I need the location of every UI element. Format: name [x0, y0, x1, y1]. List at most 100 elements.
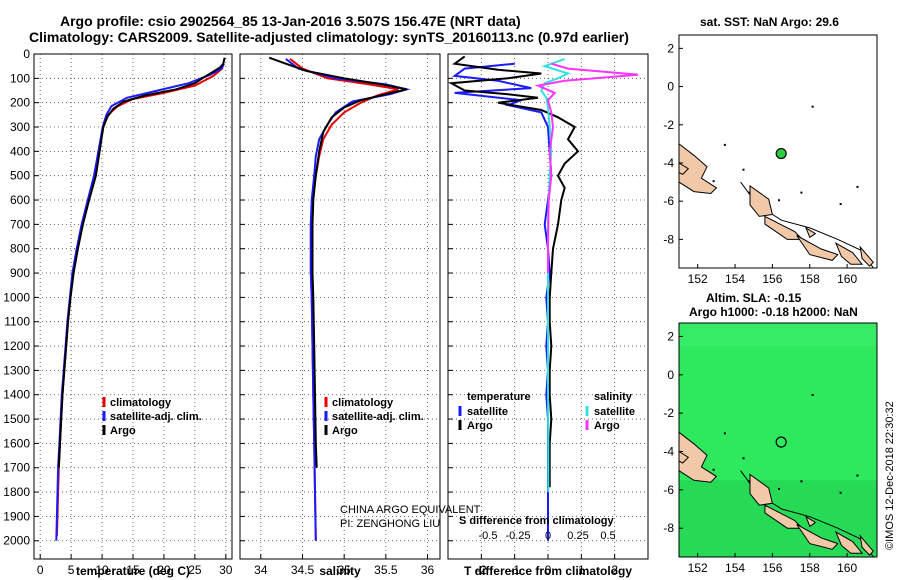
title-line-1: Argo profile: csio 2902564_85 13-Jan-201… [60, 13, 521, 29]
map-x-tick-label: 152 [688, 561, 708, 575]
land-polygon [804, 226, 817, 239]
y-tick-label: 300 [10, 120, 30, 134]
legend-label: satellite-adj. clim. [332, 411, 424, 423]
land-polygon [796, 523, 839, 550]
map-title-sla-line2: Argo h1000: -0.18 h2000: NaN [689, 305, 858, 319]
islet [778, 199, 780, 202]
land-polygon [678, 431, 718, 483]
y-tick-label: 1800 [3, 485, 30, 499]
legend-label: Argo [332, 425, 358, 437]
x-tick-label: 0 [37, 563, 44, 577]
series-line-climatology [55, 63, 225, 536]
land-polygon [804, 515, 817, 528]
map-title-sla-line1: Altim. SLA: -0.15 [706, 291, 802, 305]
x-axis-label: temperature (deg C) [76, 564, 190, 578]
map-x-tick-label: 154 [725, 272, 745, 286]
series-line-satellite-adj-clim- [55, 63, 225, 541]
islet [723, 143, 726, 146]
islet [748, 191, 751, 194]
x-tick-label: 1 [578, 563, 585, 577]
legend-label: satellite [467, 406, 508, 418]
series-line-t-argo [447, 55, 580, 488]
x-tick-label: 10 [95, 563, 109, 577]
islet [856, 185, 859, 188]
map-y-tick-label: -2 [663, 118, 674, 132]
islet [742, 457, 745, 460]
annotation-line-1: CHINA ARGO EQUIVALENT [340, 504, 481, 516]
map-x-tick-label: 160 [837, 561, 857, 575]
y-tick-label: 0 [23, 47, 30, 61]
land-polygon [764, 504, 804, 529]
series-line-climatology [289, 58, 399, 541]
series-line-s-satellite [540, 57, 571, 493]
x-tick-label: 25 [188, 563, 202, 577]
panel-frame-salinity [239, 53, 441, 560]
x-tick-label: 20 [157, 563, 171, 577]
map-frame-sst_map [678, 34, 878, 269]
legend-label: Argo [110, 425, 136, 437]
legend-label: climatology [332, 397, 394, 409]
y-tick-label: 200 [10, 96, 30, 110]
y-tick-label: 600 [10, 193, 30, 207]
islet [839, 203, 842, 206]
map-y-tick-label: -8 [663, 232, 674, 246]
series-line-argo [268, 56, 407, 468]
x-tick-label: 34.5 [291, 563, 315, 577]
y-tick-label: 1400 [3, 388, 30, 402]
y-tick-label: 1700 [3, 461, 30, 475]
top-tick-label: 0 [545, 530, 551, 542]
series-line-satellite-adj-clim- [285, 58, 411, 541]
map-y-tick-label: -8 [663, 521, 674, 535]
map-y-tick-label: -4 [663, 156, 674, 170]
x-tick-label: 36 [421, 563, 435, 577]
map-x-tick-label: 154 [725, 561, 745, 575]
map-frame-sla_map [678, 322, 878, 558]
y-tick-label: 1100 [4, 315, 30, 329]
map-y-tick-label: -6 [663, 483, 674, 497]
y-tick-label: 1500 [3, 412, 30, 426]
map-x-tick-label: 156 [762, 561, 782, 575]
map-title-sst: sat. SST: NaN Argo: 29.6 [700, 15, 839, 29]
float-position-marker [775, 436, 787, 448]
y-tick-label: 1300 [3, 363, 30, 377]
y-tick-label: 700 [10, 217, 30, 231]
y-tick-label: 800 [10, 242, 30, 256]
islet [856, 474, 859, 477]
legend-label: satellite [594, 406, 635, 418]
legend-label: Argo [467, 420, 493, 432]
x-tick-label: 35 [337, 563, 351, 577]
islet [712, 468, 715, 471]
land-polygon [796, 235, 839, 261]
x-tick-label: 0 [545, 563, 552, 577]
legend-label: climatology [110, 397, 172, 409]
top-tick-label: -0.25 [505, 530, 530, 542]
x-axis-label: salinity [319, 564, 361, 578]
y-tick-label: 1600 [3, 436, 30, 450]
map-x-tick-label: 156 [762, 272, 782, 286]
x-tick-label: -2 [476, 563, 487, 577]
islet [742, 168, 745, 171]
top-tick-label: 0.5 [600, 530, 615, 542]
map-y-tick-label: 0 [667, 80, 674, 94]
islet [778, 487, 780, 490]
x-tick-label: 2 [611, 563, 618, 577]
land-polygon [749, 473, 774, 506]
title-line-2: Climatology: CARS2009. Satellite-adjuste… [29, 29, 629, 45]
y-tick-label: 1900 [3, 509, 30, 523]
land-polygon [678, 142, 718, 195]
y-tick-label: 2000 [3, 534, 30, 548]
x-tick-label: 34 [254, 563, 268, 577]
legend-left-title: temperature [467, 391, 531, 403]
y-tick-label: 1200 [3, 339, 30, 353]
series-line-s-argo [534, 62, 639, 273]
land-polygon [859, 245, 874, 267]
islet [723, 432, 726, 435]
land-polygon [834, 242, 864, 265]
y-tick-label: 100 [10, 71, 30, 85]
legend-label: Argo [594, 420, 620, 432]
x-tick-label: 30 [219, 563, 233, 577]
y-tick-label: 500 [10, 169, 30, 183]
islet [748, 480, 751, 483]
series-line-argo [57, 57, 226, 468]
